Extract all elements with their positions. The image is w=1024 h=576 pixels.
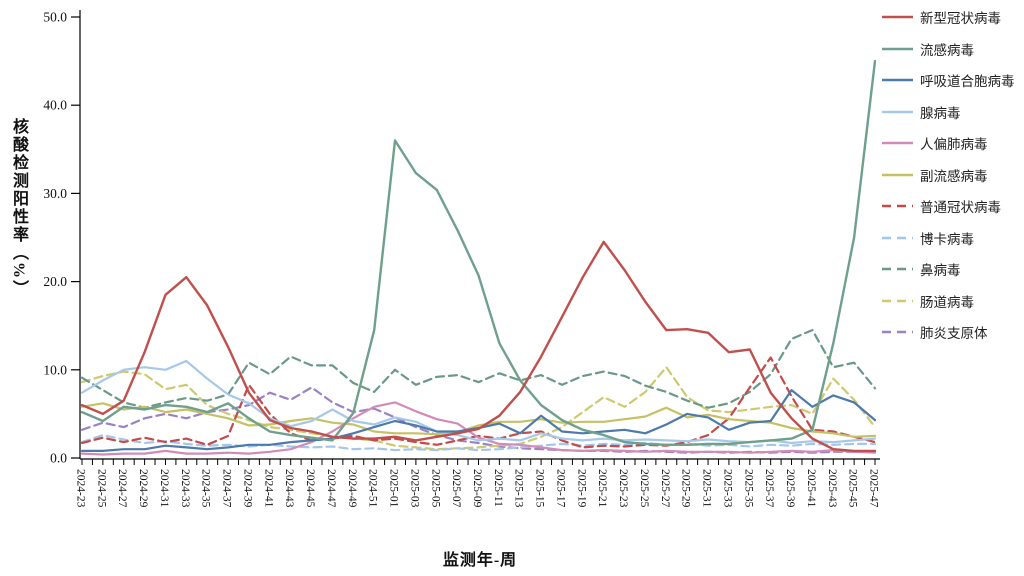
x-tick-label: 2025-41	[805, 469, 817, 508]
x-tick-label: 2025-43	[826, 469, 838, 508]
legend-item: 流感病毒	[881, 39, 1015, 59]
legend-label: 腺病毒	[920, 105, 961, 121]
legend-label: 人偏肺病毒	[920, 137, 988, 152]
x-tick-label: 2025-29	[680, 469, 692, 508]
x-tick-label: 2025-25	[638, 469, 650, 508]
series-line	[80, 329, 877, 409]
x-tick-label: 2025-47	[868, 469, 880, 508]
x-tick-label: 2024-43	[283, 469, 295, 508]
x-tick-label: 2024-25	[95, 469, 107, 508]
y-tick-label: 30.0	[43, 186, 67, 201]
legend-item: 博卡病毒	[881, 228, 1015, 248]
x-tick-label: 2025-33	[721, 469, 733, 508]
y-axis-title: 核酸检测阳性率（%）	[10, 118, 27, 298]
legend-swatch-solid-line	[882, 110, 913, 113]
x-tick-label: 2025-39	[784, 469, 796, 508]
legend-swatch-solid-line	[882, 47, 913, 50]
x-tick-label: 2025-19	[575, 469, 587, 508]
legend-swatch-dashed-line	[882, 236, 913, 239]
y-tick-label: 10.0	[43, 362, 67, 377]
series-line	[80, 402, 877, 438]
legend-label: 副流感病毒	[920, 168, 988, 184]
legend-item: 副流感病毒	[881, 165, 1015, 185]
y-tick-label: 50.0	[43, 10, 67, 25]
series-line	[80, 434, 877, 452]
x-tick-label: 2025-13	[513, 469, 525, 508]
legend-label: 新型冠状病毒	[920, 11, 1001, 26]
x-tick-label: 2025-37	[763, 469, 775, 508]
legend-label: 博卡病毒	[920, 231, 974, 247]
legend-item: 人偏肺病毒	[881, 133, 1015, 153]
x-tick-label: 2025-23	[617, 469, 629, 508]
y-tick-label: 0.0	[50, 451, 67, 466]
x-tick-label: 2025-07	[450, 469, 462, 508]
legend-swatch-dashed-line	[882, 204, 913, 208]
x-tick-label: 2024-35	[200, 469, 212, 508]
legend-item: 肺炎支原体	[881, 322, 1015, 342]
x-tick-label: 2025-35	[742, 469, 754, 508]
legend-item: 鼻病毒	[881, 259, 1015, 279]
series-line	[80, 359, 877, 445]
x-tick-label: 2024-41	[262, 469, 274, 508]
x-tick-label: 2024-39	[241, 469, 253, 508]
y-tick-label: 40.0	[43, 98, 67, 113]
legend-label: 肺炎支原体	[920, 326, 988, 341]
x-tick-label: 2025-21	[596, 469, 608, 508]
x-tick-label: 2024-31	[158, 469, 170, 508]
legend-label: 普通冠状病毒	[920, 200, 1001, 215]
chart-legend: 新型冠状病毒 流感病毒呼吸道合胞病毒 腺病毒人偏肺病毒副流感病毒普通冠状病毒 博卡病毒…	[881, 7, 1015, 354]
y-tick-label: 20.0	[43, 274, 67, 289]
legend-swatch-dashed-line	[882, 267, 913, 271]
x-tick-label: 2024-33	[179, 469, 191, 508]
x-tick-label: 2025-09	[471, 469, 483, 508]
x-tick-label: 2025-45	[847, 469, 859, 508]
x-tick-label: 2025-05	[429, 469, 441, 508]
legend-label: 呼吸道合胞病毒	[920, 74, 1015, 89]
legend-item: 肠道病毒	[881, 291, 1015, 311]
series-line	[80, 356, 877, 449]
x-tick-label: 2024-23	[75, 469, 87, 508]
x-tick-label: 2024-51	[367, 469, 379, 508]
x-tick-label: 2025-03	[408, 469, 420, 508]
x-tick-label: 2025-11	[492, 469, 504, 507]
legend-item: 腺病毒	[881, 102, 1015, 122]
legend-label: 鼻病毒	[920, 263, 961, 278]
x-tick-label: 2025-15	[534, 469, 546, 508]
legend-item: 新型冠状病毒	[881, 7, 1015, 27]
legend-swatch-solid-line	[882, 173, 913, 176]
x-tick-label: 2024-49	[346, 469, 358, 508]
legend-swatch-dashed-line	[882, 299, 913, 302]
x-tick-label: 2025-17	[554, 469, 566, 508]
legend-swatch-dashed-line	[882, 330, 913, 334]
series-line	[80, 59, 877, 446]
x-tick-label: 2024-47	[325, 469, 337, 508]
legend-label: 流感病毒	[920, 42, 974, 58]
x-tick-label: 2024-27	[116, 469, 128, 508]
series-line	[80, 401, 877, 456]
legend-swatch-solid-line	[882, 141, 913, 145]
legend-swatch-solid-line	[882, 15, 913, 19]
x-tick-label: 2024-45	[304, 469, 316, 508]
x-tick-label: 2024-29	[137, 469, 149, 508]
x-tick-label: 2025-01	[388, 469, 400, 508]
x-tick-label: 2025-31	[701, 469, 713, 508]
legend-item: 呼吸道合胞病毒	[881, 70, 1015, 90]
legend-item: 普通冠状病毒	[881, 196, 1015, 216]
x-tick-label: 2024-37	[221, 469, 233, 508]
legend-swatch-solid-line	[882, 78, 913, 82]
x-axis-title: 监测年-周	[442, 552, 518, 569]
legend-label: 肠道病毒	[920, 294, 974, 310]
x-tick-label: 2025-27	[659, 469, 671, 508]
series-line	[80, 240, 877, 453]
